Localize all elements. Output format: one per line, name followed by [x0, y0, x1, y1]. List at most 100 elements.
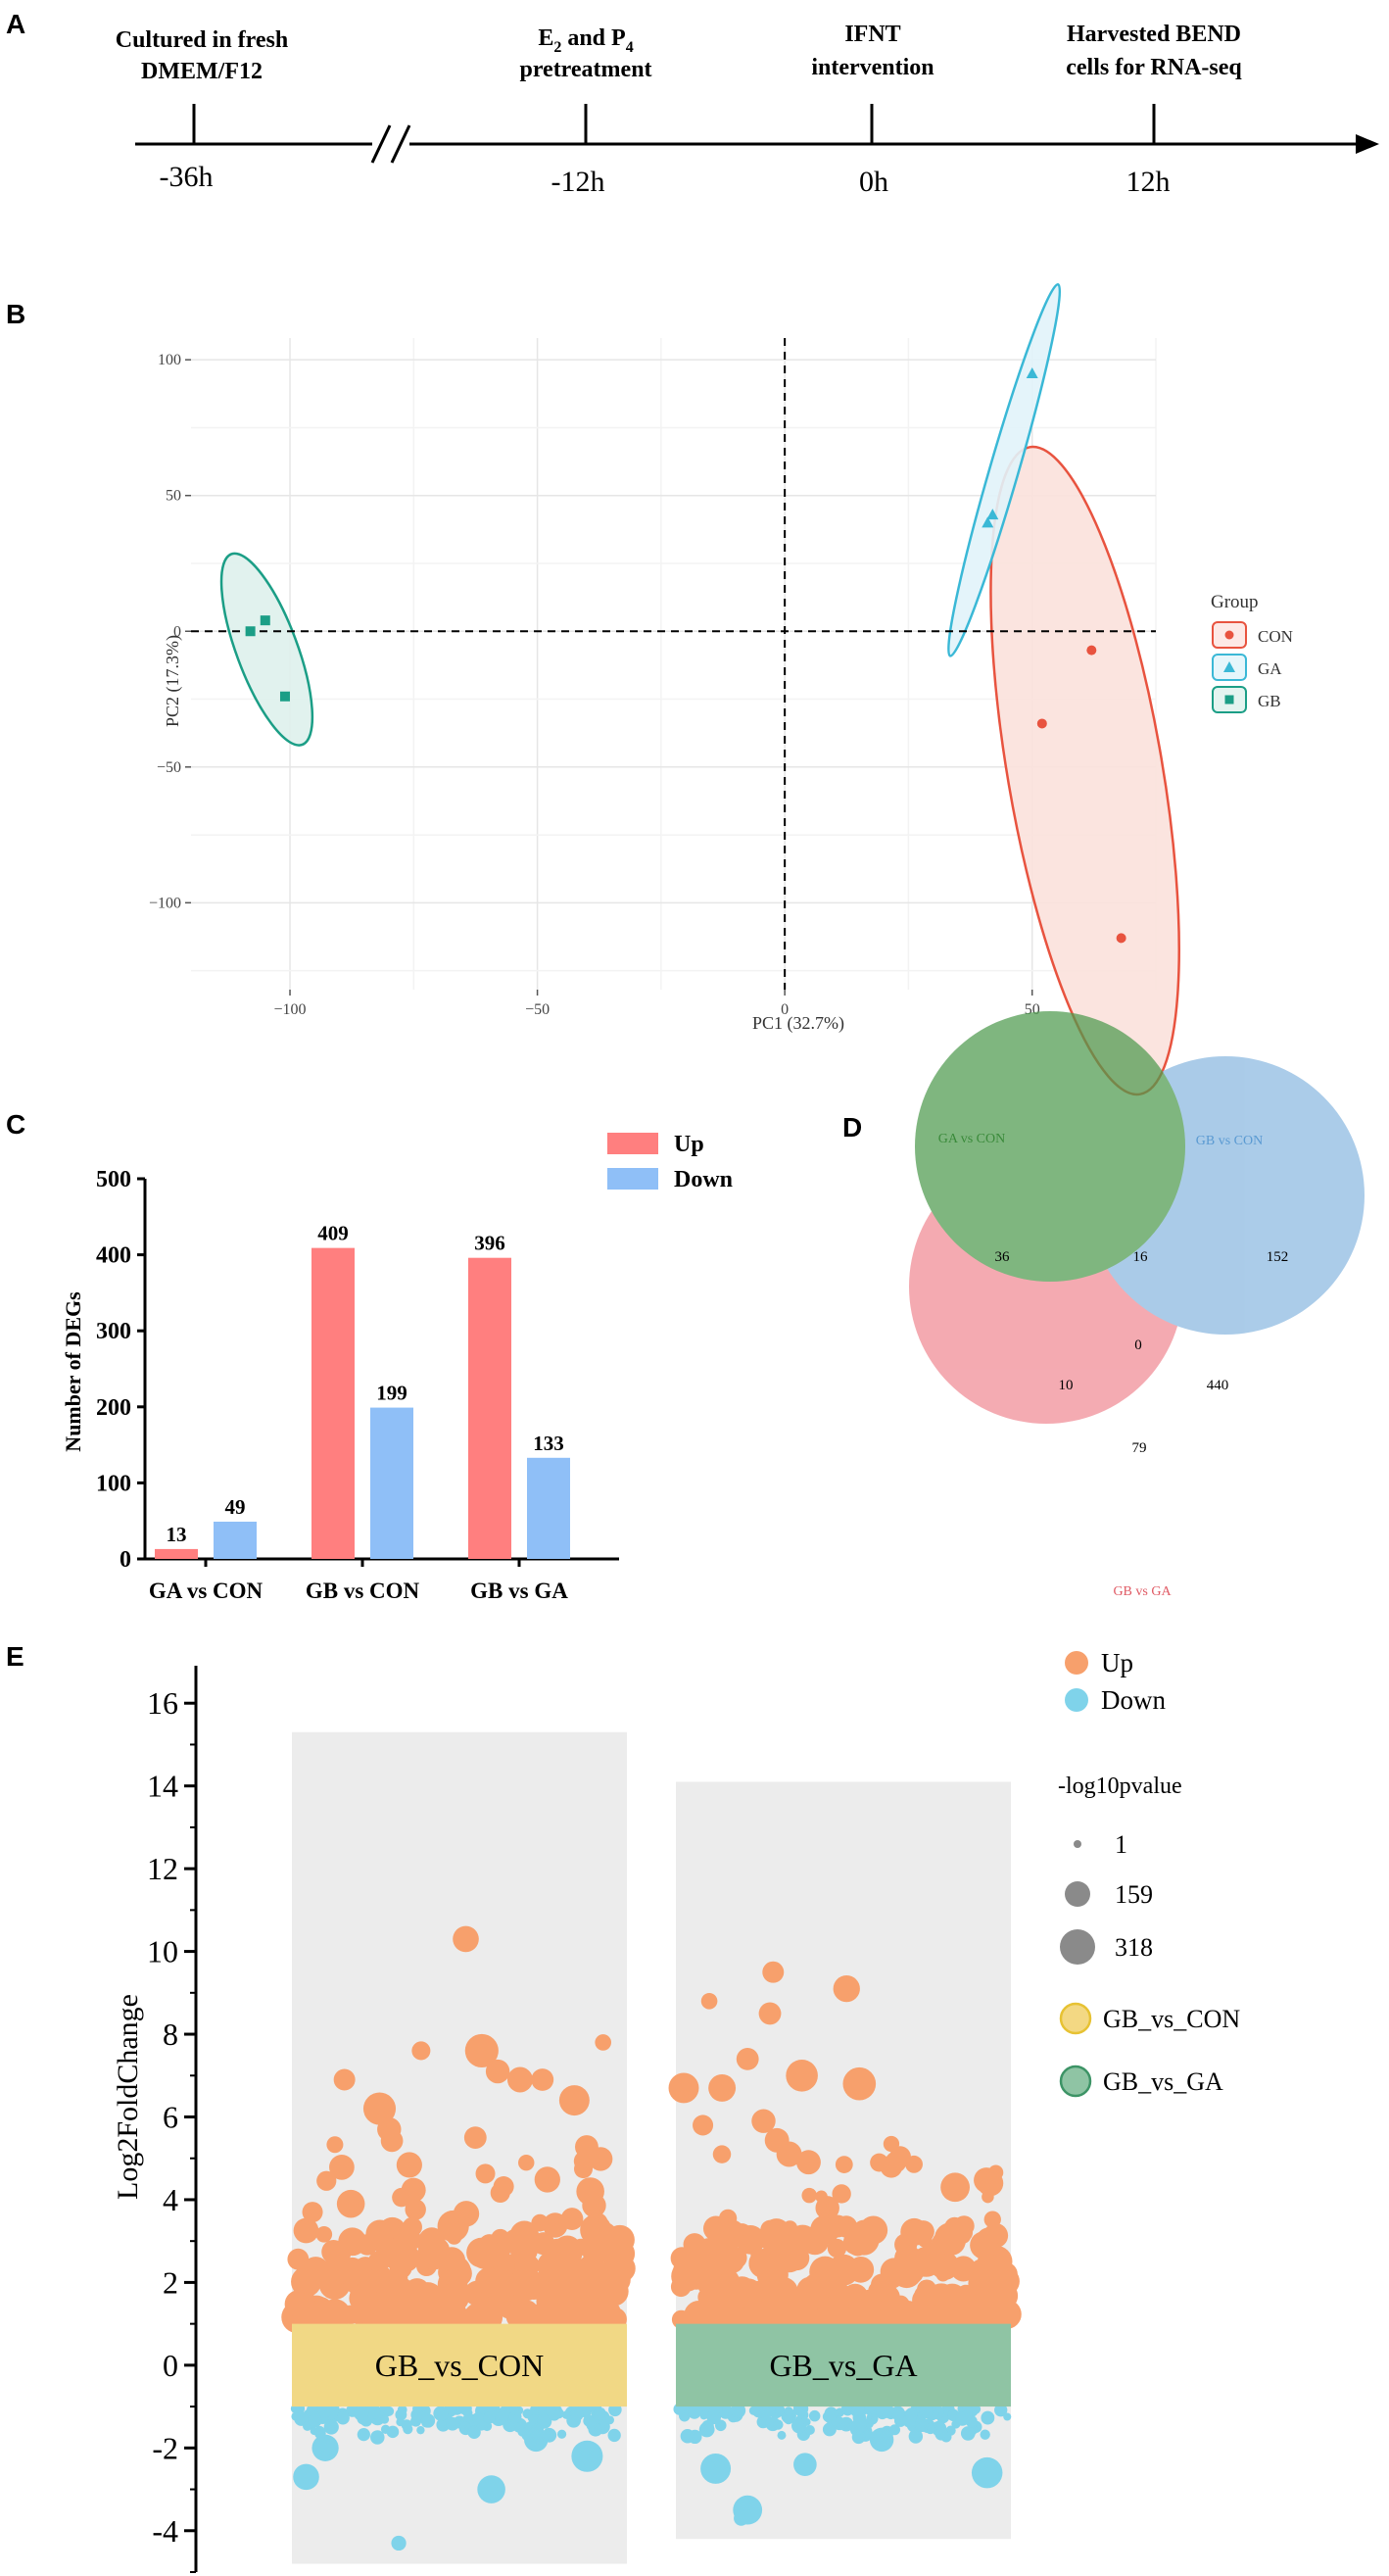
e-down-point-1-113	[904, 2407, 919, 2421]
e-up-sparse-1-5	[953, 2215, 975, 2237]
e-down-point-1-128	[914, 2417, 930, 2433]
pca-point-con-1	[1036, 718, 1047, 729]
bar-value-label-down-1: 199	[376, 1382, 407, 1405]
e-down-point-1-119	[1003, 2412, 1012, 2421]
panel-e: E GB_vs_CON GB_vs_GA 16 14 12 10 8 6 4 2 0 -2 -4 Lo…	[6, 1641, 1240, 2573]
e-highlight-point-35	[736, 2047, 759, 2070]
legend-label-ga: GA	[1258, 659, 1282, 678]
bar-bars: 13 49 409 199 396 133	[155, 1222, 570, 1559]
e-legend: Up Down -log10pvalue 1 159 318 GB_vs_CON…	[1058, 1648, 1240, 2098]
venn-count-gbga-only: 79	[1132, 1440, 1147, 1456]
e-highlight-point-44	[827, 2254, 860, 2286]
e-down-point-0-123	[569, 2407, 584, 2422]
e-down-point-1-107	[777, 2430, 787, 2440]
e-down-point-0-65	[384, 2406, 395, 2416]
e-up-point-0-34	[315, 2225, 333, 2243]
e-ylabel: Log2FoldChange	[112, 1994, 144, 2200]
e-up-point-0-154	[349, 2284, 378, 2312]
event-3-line-1: IFNT	[844, 22, 900, 47]
e-down-point-0-121	[467, 2425, 481, 2439]
legend-marker-e-up	[1065, 1651, 1088, 1675]
e-up-point-1-198	[827, 2238, 847, 2259]
venn-count-all: 0	[1134, 1337, 1142, 1353]
e-up-sparse-1-12	[983, 2211, 1001, 2228]
venn-set-label-gb-vs-ga: GB vs GA	[1113, 1584, 1172, 1599]
e-up-sparse-0-20	[573, 2150, 596, 2172]
e-up-sparse-0-12	[316, 2170, 337, 2191]
e-highlight-point-39	[940, 2172, 970, 2203]
e-ytick-label-7: 2	[163, 2264, 178, 2300]
e-down-point-0-81	[380, 2414, 390, 2424]
e-ytick-label-10: -4	[152, 2513, 178, 2549]
legend-label-e-up: Up	[1101, 1648, 1133, 1677]
e-highlight-point-23	[571, 2440, 603, 2472]
bar-down-0	[214, 1521, 257, 1559]
event-4-line-2: cells for RNA-seq	[1066, 55, 1242, 80]
e-ytick-label-6: 4	[163, 2182, 178, 2217]
bar-up-2	[468, 1257, 511, 1559]
legend-key-down	[607, 1168, 658, 1190]
venn-count-ga-only: 36	[995, 1249, 1011, 1265]
e-up-sparse-1-7	[796, 2150, 821, 2175]
pca-xtick-label-1: −50	[525, 1001, 550, 1018]
tick-label-minus-36h: -36h	[160, 161, 214, 193]
pca-legend-title: Group	[1211, 592, 1259, 612]
e-highlight-point-42	[815, 2196, 839, 2220]
e-ytick-label-9: -2	[152, 2430, 178, 2465]
e-highlight-point-38	[693, 2114, 714, 2136]
e-down-point-1-123	[824, 2406, 838, 2421]
e-up-point-0-191	[365, 2219, 395, 2249]
bar-value-label-up-2: 396	[474, 1232, 505, 1255]
e-up-point-0-183	[576, 2255, 606, 2286]
e-up-point-1-177	[988, 2281, 1019, 2310]
e-highlight-point-8	[377, 2116, 402, 2142]
e-down-point-0-105	[366, 2404, 381, 2419]
event-2-line-1: E2 and P4	[538, 25, 633, 56]
legend-label-gb: GB	[1258, 692, 1281, 710]
e-up-sparse-0-18	[401, 2177, 426, 2203]
pca-xtick-label-2: 0	[781, 1001, 789, 1018]
e-up-sparse-0-8	[329, 2154, 355, 2180]
e-ytick-label-3: 10	[147, 1934, 178, 1969]
e-highlight-point-14	[302, 2202, 323, 2223]
bar-ytick-label-2: 200	[96, 1395, 131, 1421]
e-band-0	[292, 2323, 627, 2407]
legend-size-marker-318	[1060, 1929, 1095, 1965]
legend-size-label-1: 1	[1115, 1830, 1127, 1859]
panel-a: A Cultured in fresh DMEM/F12 E2 and P4 p…	[6, 9, 1379, 198]
tick-label-minus-12h: -12h	[551, 166, 605, 198]
event-1-line-2: DMEM/F12	[141, 59, 263, 84]
e-up-point-1-180	[956, 2284, 976, 2304]
e-down-point-0-112	[472, 2411, 484, 2424]
legend-label-e-down: Down	[1101, 1685, 1166, 1715]
e-up-point-1-189	[894, 2300, 922, 2328]
e-up-sparse-1-0	[782, 2220, 798, 2236]
e-highlight-point-45	[774, 2242, 804, 2273]
e-highlight-point-47	[970, 2231, 998, 2260]
e-up-point-0-151	[287, 2248, 310, 2270]
pca-xlabel: PC1 (32.7%)	[752, 1013, 844, 1034]
bar-up-0	[155, 1548, 198, 1559]
e-down-point-1-127	[851, 2417, 868, 2434]
legend-label-up: Up	[674, 1132, 704, 1157]
e-up-sparse-1-6	[801, 2187, 817, 2204]
legend-group-label-gb-vs-con: GB_vs_CON	[1103, 2005, 1240, 2033]
e-up-sparse-0-3	[396, 2152, 422, 2178]
bar-category-label-0: GA vs CON	[149, 1579, 263, 1603]
e-highlight-point-31	[786, 2059, 818, 2092]
bar-down-1	[370, 1407, 413, 1559]
e-down-point-0-111	[354, 2406, 369, 2420]
venn-set-label-gb-vs-con: GB vs CON	[1196, 1134, 1263, 1148]
e-down-point-0-101	[306, 2404, 318, 2416]
e-down-point-0-108	[483, 2411, 496, 2424]
panel-letter-d: D	[842, 1112, 862, 1142]
e-down-point-0-107	[420, 2413, 436, 2428]
e-highlight-point-0	[453, 1925, 479, 1953]
e-ytick-label-2: 12	[147, 1851, 178, 1886]
e-highlight-point-1	[464, 2033, 499, 2068]
venn-count-ga-gbcon: 16	[1133, 1249, 1149, 1265]
e-down-point-0-104	[589, 2422, 602, 2436]
e-down-point-0-98	[308, 2413, 322, 2428]
